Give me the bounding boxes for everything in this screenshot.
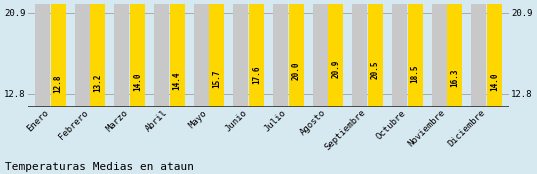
Bar <box>408 0 423 107</box>
Bar <box>249 0 264 107</box>
Text: 20.5: 20.5 <box>371 61 380 79</box>
Bar <box>209 0 224 107</box>
Text: 13.2: 13.2 <box>93 74 102 92</box>
Bar <box>233 0 248 107</box>
Bar <box>170 0 185 107</box>
Text: 12.8: 12.8 <box>54 74 63 93</box>
Bar <box>50 0 66 107</box>
Bar <box>289 0 304 107</box>
Bar <box>471 0 487 107</box>
Bar <box>273 0 288 107</box>
Text: 16.3: 16.3 <box>451 68 459 86</box>
Bar <box>154 0 169 107</box>
Bar <box>392 0 407 107</box>
Text: Temperaturas Medias en ataun: Temperaturas Medias en ataun <box>5 162 194 172</box>
Text: 14.0: 14.0 <box>490 72 499 91</box>
Bar <box>368 0 383 107</box>
Bar <box>114 0 129 107</box>
Bar <box>328 0 343 107</box>
Bar <box>447 0 462 107</box>
Bar <box>35 0 50 107</box>
Bar <box>432 0 447 107</box>
Bar <box>487 0 502 107</box>
Text: 18.5: 18.5 <box>411 64 420 83</box>
Bar <box>352 0 367 107</box>
Text: 14.4: 14.4 <box>172 72 182 90</box>
Text: 15.7: 15.7 <box>212 69 221 88</box>
Text: 14.0: 14.0 <box>133 72 142 91</box>
Text: 17.6: 17.6 <box>252 66 261 84</box>
Text: 20.9: 20.9 <box>331 60 340 78</box>
Bar <box>75 0 90 107</box>
Bar <box>90 0 105 107</box>
Bar <box>194 0 209 107</box>
Text: 20.0: 20.0 <box>292 61 301 80</box>
Bar <box>313 0 328 107</box>
Bar <box>130 0 145 107</box>
